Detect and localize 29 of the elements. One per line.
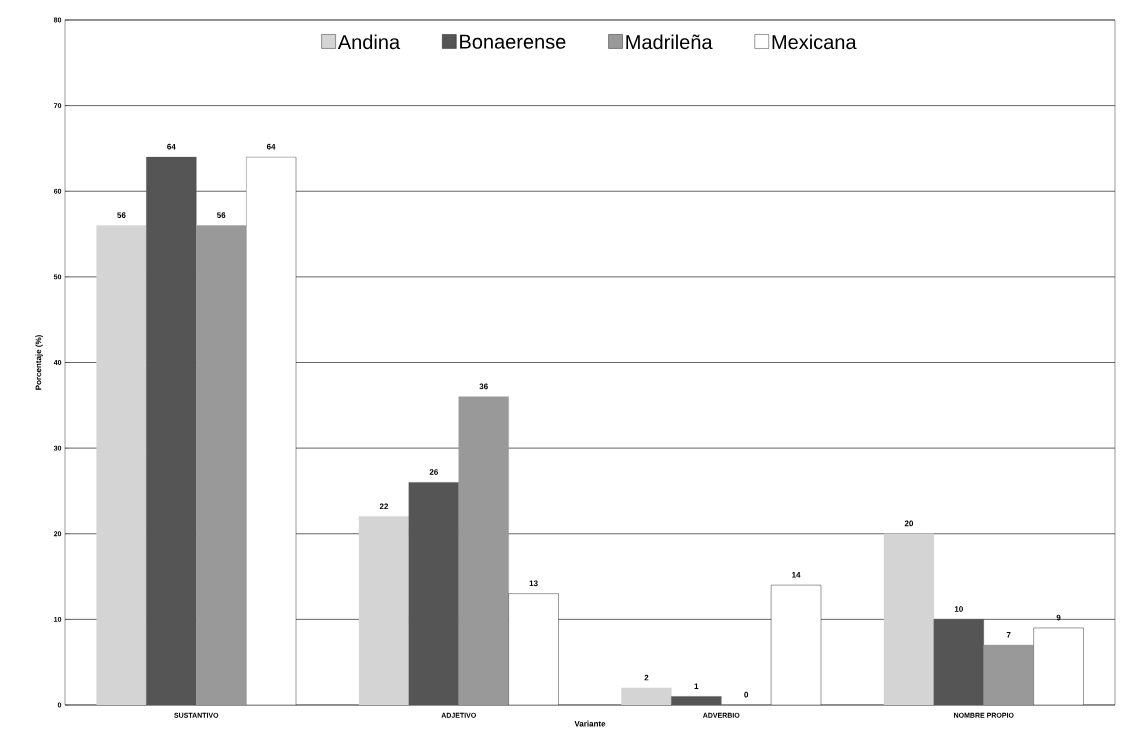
- data-label: 22: [379, 503, 389, 510]
- data-label: 13: [529, 580, 538, 587]
- x-axis-title: Variante: [574, 720, 606, 727]
- data-label: 7: [1006, 632, 1011, 638]
- data-label: 36: [479, 383, 488, 390]
- data-label: 14: [792, 572, 801, 578]
- data-label: 64: [167, 143, 176, 150]
- bar: [408, 482, 459, 705]
- bar: [196, 225, 247, 705]
- data-label: 2: [644, 674, 649, 681]
- bar: [933, 619, 984, 705]
- legend-label: Mexicana: [772, 34, 857, 50]
- data-label: 56: [117, 212, 126, 218]
- data-label: 26: [429, 469, 438, 475]
- data-label: 10: [954, 606, 963, 612]
- data-label: 56: [216, 212, 226, 218]
- legend-label: Madrileña: [626, 34, 713, 50]
- data-label: 1: [694, 683, 699, 689]
- bar: [458, 396, 509, 705]
- legend-label: Andina: [337, 34, 401, 50]
- bar: [671, 696, 722, 705]
- data-label: 0: [744, 691, 749, 698]
- y-axis-title: Porcentaje (%): [35, 335, 43, 390]
- data-label: 9: [1056, 614, 1061, 621]
- data-label: 64: [266, 143, 276, 150]
- data-label: 20: [904, 520, 914, 527]
- bar: [983, 644, 1034, 705]
- legend-label: Bonaerense: [460, 34, 566, 49]
- bar: [146, 156, 197, 705]
